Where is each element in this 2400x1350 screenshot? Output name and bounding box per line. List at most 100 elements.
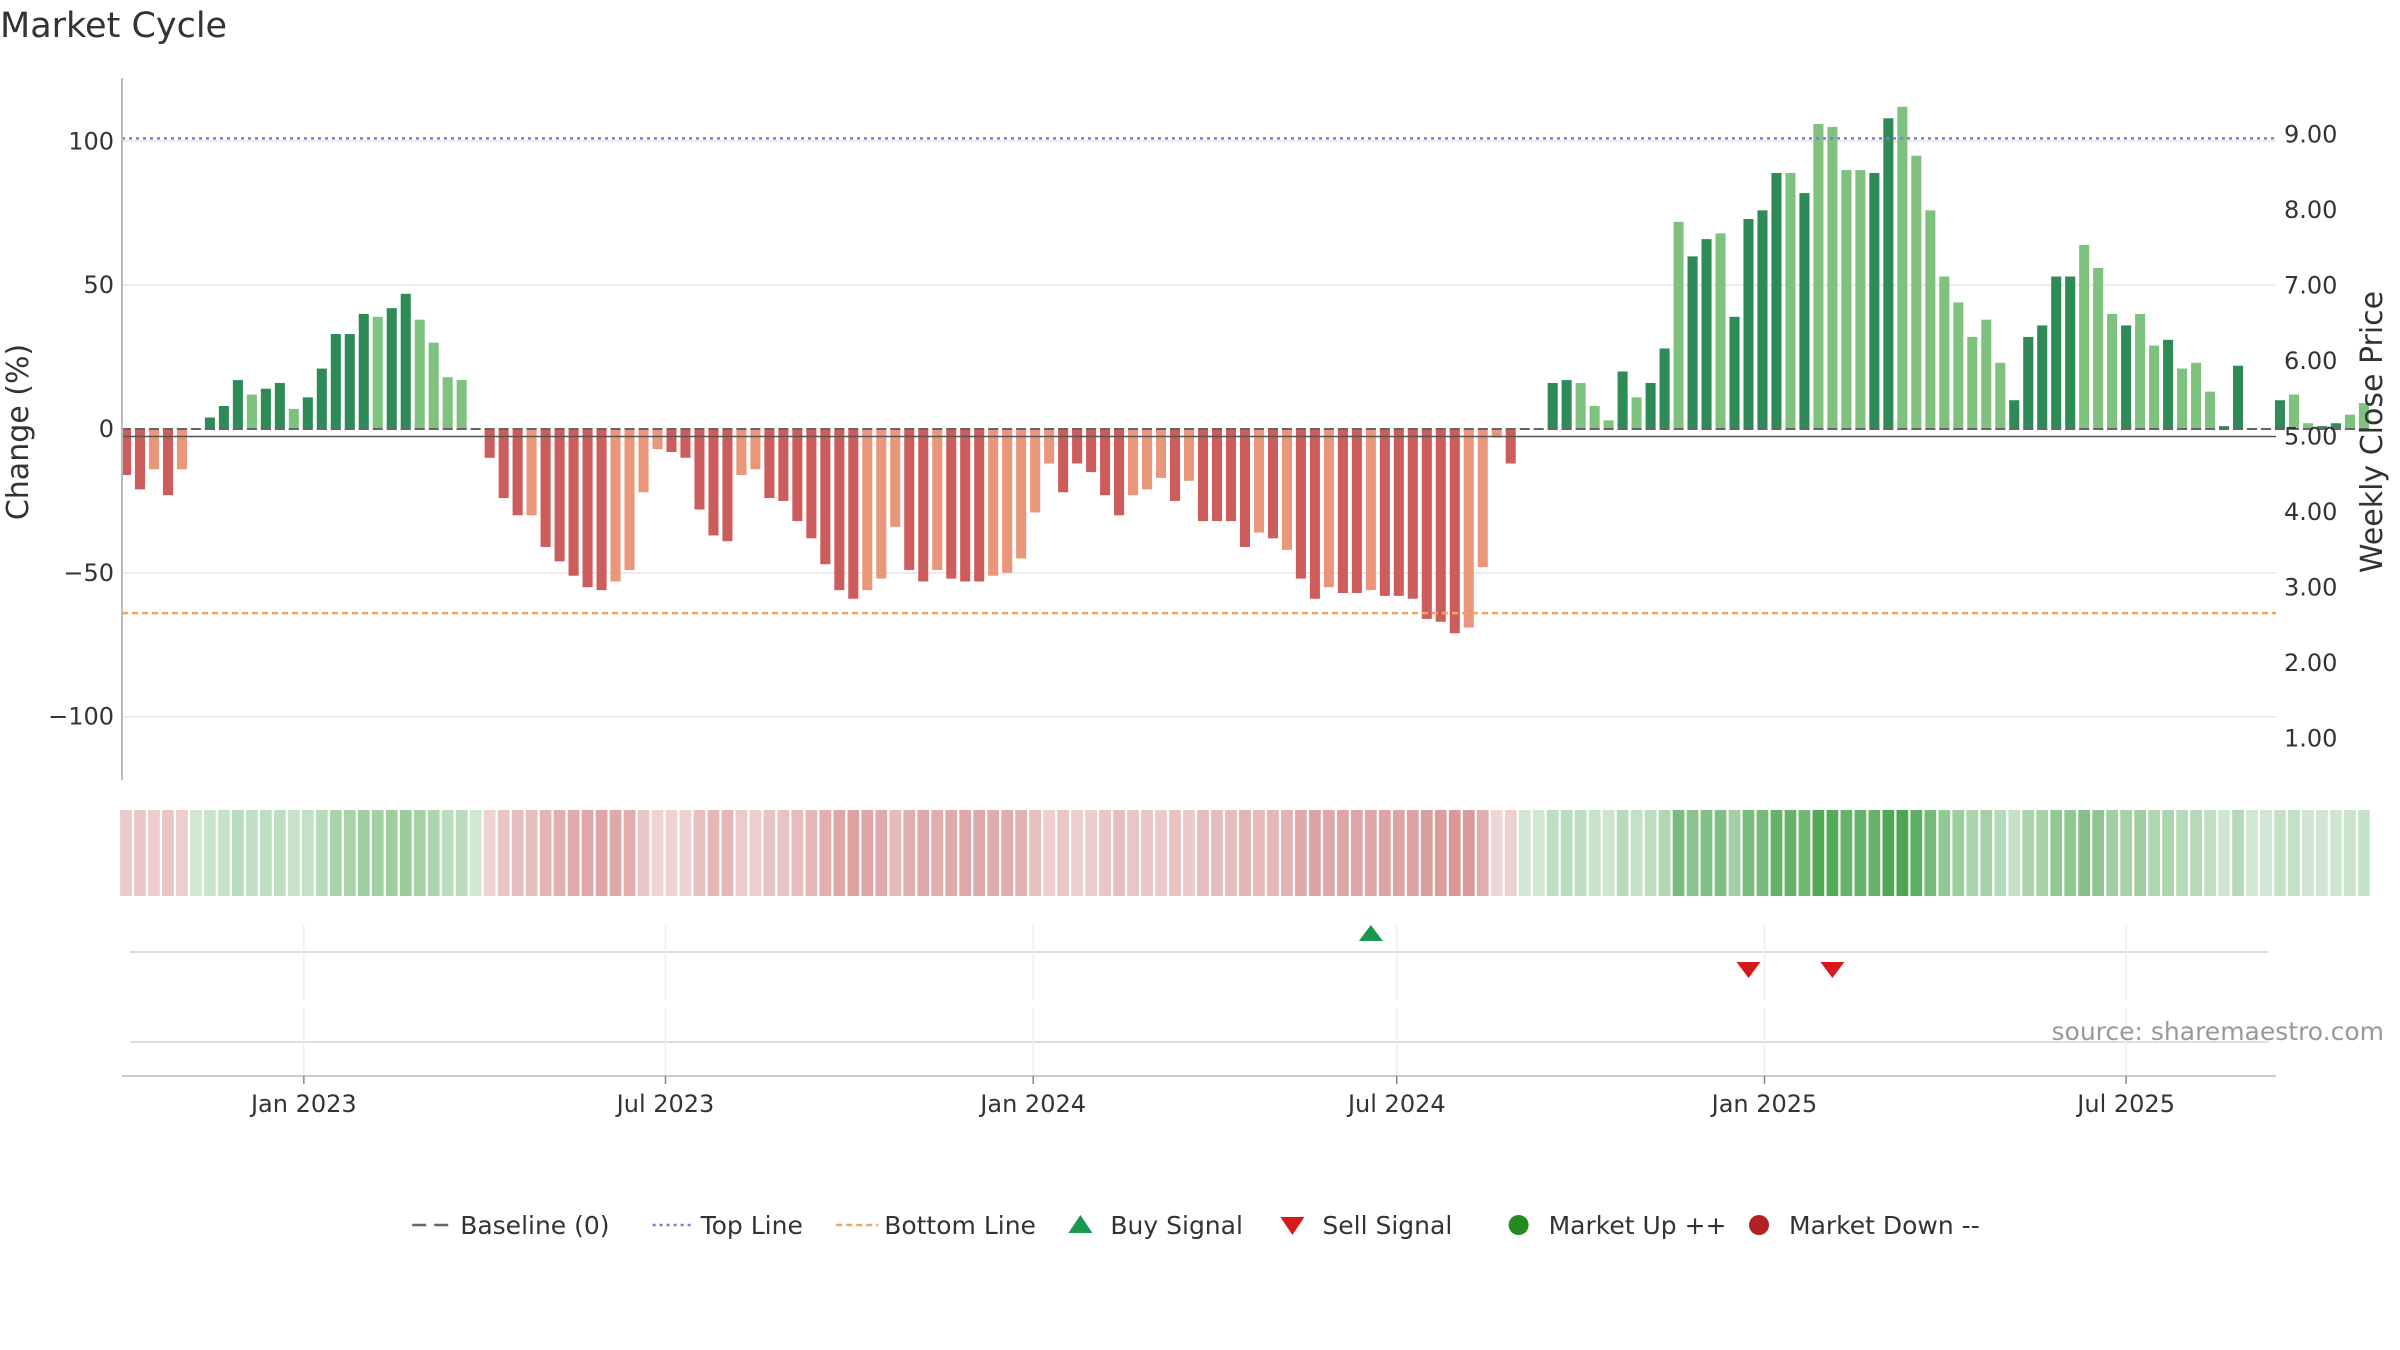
heat-cell xyxy=(1910,810,1923,896)
heat-cell xyxy=(2246,810,2258,896)
bar xyxy=(1100,429,1111,496)
bar xyxy=(1701,239,1712,429)
legend-label: Bottom Line xyxy=(884,1211,1036,1240)
bar xyxy=(2316,426,2327,429)
bar xyxy=(652,429,663,450)
bar xyxy=(778,429,789,501)
legend-label: Sell Signal xyxy=(1322,1211,1452,1240)
bar xyxy=(582,429,593,588)
bar xyxy=(806,429,817,539)
bar xyxy=(764,429,775,499)
heat-cell xyxy=(1462,810,1475,896)
bar xyxy=(596,429,607,591)
bar xyxy=(1128,429,1139,496)
bar xyxy=(1855,170,1866,430)
bar xyxy=(2358,403,2369,429)
bar xyxy=(1491,429,1502,438)
heat-cell xyxy=(1127,810,1139,896)
heat-cell xyxy=(134,810,146,896)
bar xyxy=(1589,405,1600,429)
bar xyxy=(162,429,173,496)
heat-cell xyxy=(2036,810,2049,896)
heat-cell xyxy=(1574,810,1587,896)
heat-cell xyxy=(833,810,846,896)
bar xyxy=(120,429,132,476)
legend-label: Baseline (0) xyxy=(460,1211,609,1240)
bar xyxy=(330,334,341,429)
heat-cell xyxy=(609,810,622,896)
heat-cell xyxy=(721,810,734,896)
bar xyxy=(372,316,383,429)
signal-panel xyxy=(130,925,2268,1078)
heat-cell xyxy=(2190,810,2202,896)
bar xyxy=(918,429,929,582)
heat-cell xyxy=(1504,810,1517,896)
heat-cell xyxy=(889,810,902,896)
y-axis-label: Change (%) xyxy=(1,344,36,520)
heat-cell xyxy=(1378,810,1391,896)
heat-cell xyxy=(1085,810,1097,896)
bar xyxy=(1379,429,1390,596)
bar xyxy=(624,429,635,570)
heat-cell xyxy=(595,810,608,896)
bar xyxy=(540,429,551,547)
heat-cell xyxy=(1644,810,1657,896)
bar xyxy=(904,429,915,570)
heat-cell xyxy=(1924,810,1937,896)
heat-cell xyxy=(1616,810,1629,896)
bar xyxy=(2023,336,2034,429)
bar xyxy=(246,394,257,429)
bar xyxy=(694,429,705,510)
bar xyxy=(946,429,957,579)
y2-tick-label: 9.00 xyxy=(2284,121,2337,149)
heat-cell xyxy=(413,810,426,896)
bar xyxy=(2163,339,2174,429)
bar xyxy=(1351,429,1362,593)
heat-strip xyxy=(120,810,2370,896)
heat-cell xyxy=(875,810,888,896)
bar xyxy=(1561,380,1572,429)
legend-item: Market Up ++ xyxy=(1508,1211,1727,1240)
heat-cell xyxy=(1630,810,1643,896)
bar xyxy=(988,429,999,576)
source-note: source: sharemaestro.com xyxy=(2052,1017,2385,1046)
legend-item: Buy Signal xyxy=(1068,1211,1243,1240)
heat-cell xyxy=(301,810,314,896)
bar xyxy=(1323,429,1334,588)
x-tick-label: Jul 2024 xyxy=(1346,1090,1446,1118)
heat-cell xyxy=(777,810,790,896)
bar xyxy=(1393,429,1404,596)
heat-cell xyxy=(707,810,720,896)
heat-cell xyxy=(1742,810,1755,896)
bar xyxy=(1687,256,1698,429)
bar xyxy=(1897,106,1908,429)
heat-cell xyxy=(1966,810,1979,896)
bar xyxy=(862,429,873,591)
heat-cell xyxy=(1001,810,1014,896)
heat-cell xyxy=(1952,810,1965,896)
heat-cell xyxy=(1518,810,1531,896)
heat-cell xyxy=(2218,810,2230,896)
y2-tick-label: 8.00 xyxy=(2284,196,2337,224)
bar xyxy=(1505,429,1516,464)
heat-cell xyxy=(259,810,272,896)
heat-cell xyxy=(1938,810,1951,896)
legend-label: Top Line xyxy=(700,1211,803,1240)
bar xyxy=(1603,420,1614,429)
heat-cell xyxy=(1686,810,1699,896)
heat-cell xyxy=(315,810,328,896)
y-tick-label: 50 xyxy=(83,271,114,299)
bar xyxy=(498,429,509,499)
bar xyxy=(708,429,719,536)
heat-cell xyxy=(1700,810,1713,896)
heat-cell xyxy=(371,810,384,896)
bar xyxy=(638,429,649,493)
bar xyxy=(1253,429,1264,533)
bar xyxy=(1617,371,1628,429)
heat-cell xyxy=(861,810,874,896)
heat-cell xyxy=(1658,810,1671,896)
bar xyxy=(1169,429,1181,501)
heat-cell xyxy=(2120,810,2133,896)
bar xyxy=(1911,155,1922,429)
legend-label: Market Up ++ xyxy=(1549,1211,1727,1240)
